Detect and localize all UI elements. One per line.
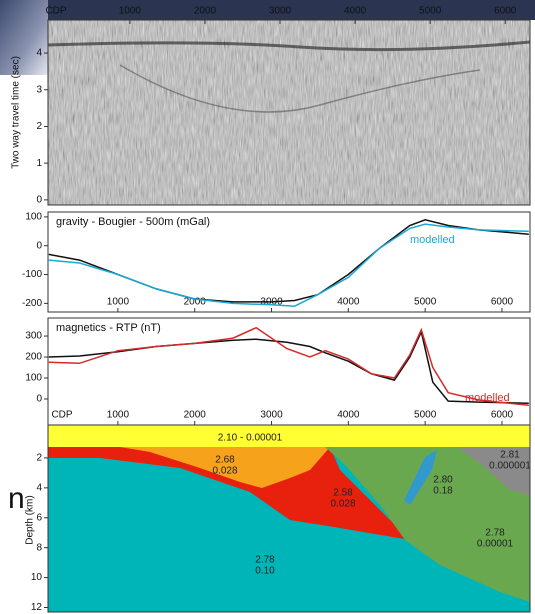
y-tick-label: 100	[25, 373, 42, 384]
background-letter: n	[8, 482, 25, 515]
y-tick-label: 0	[36, 240, 42, 251]
unit-yellow	[48, 425, 530, 447]
x-tick-label: 5000	[414, 410, 437, 421]
x-tick-label: 4000	[344, 6, 367, 17]
y-tick-label: 0	[36, 195, 42, 206]
x-tick-label: 1000	[107, 297, 130, 308]
y-tick-label: 2	[36, 453, 42, 464]
unit-density: 2.80	[433, 475, 453, 486]
x-axis-label: CDP	[51, 410, 72, 421]
unit-density: 2.78	[485, 528, 505, 539]
x-axis-label: CDP	[45, 6, 66, 17]
y-tick-label: 12	[31, 602, 43, 613]
unit-density: 2.58	[333, 488, 353, 499]
y-axis-label: Depth (km)	[25, 495, 36, 544]
x-tick-label: 6000	[491, 410, 514, 421]
unit-susceptibility: 0.10	[255, 566, 275, 577]
unit-density: 2.68	[215, 455, 235, 466]
panel-title: gravity - Bougier - 500m (mGal)	[56, 216, 210, 228]
unit-susceptibility: 0.18	[433, 486, 453, 497]
y-tick-label: 0	[36, 394, 42, 405]
figure: n 2.10 - 0.00001 2.68 0.028 2.58 0.028 2…	[0, 0, 535, 614]
x-tick-label: 6000	[491, 297, 514, 308]
panel-title: magnetics - RTP (nT)	[56, 322, 161, 334]
y-tick-label: 8	[36, 542, 42, 553]
section: 2.10 - 0.00001 2.68 0.028 2.58 0.028 2.8…	[48, 425, 531, 612]
x-tick-label: 2000	[184, 410, 207, 421]
photo-strip	[0, 0, 535, 20]
y-tick-label: 2	[36, 121, 42, 132]
y-axis-label: Two way travel time (sec)	[11, 56, 22, 169]
unit-density: 2.81	[500, 450, 520, 461]
x-tick-label: 3000	[260, 410, 283, 421]
x-tick-label: 2000	[194, 6, 217, 17]
x-tick-label: 4000	[337, 410, 360, 421]
x-tick-label: 4000	[337, 297, 360, 308]
y-tick-label: 4	[36, 48, 42, 59]
unit-label: 2.10 - 0.00001	[218, 433, 283, 444]
x-tick-label: 6000	[494, 6, 517, 17]
x-tick-label: 1000	[119, 6, 142, 17]
photo-corner	[0, 0, 48, 75]
unit-density: 2.78	[255, 555, 275, 566]
x-tick-label: 5000	[414, 297, 437, 308]
series-label: modelled	[465, 392, 510, 404]
y-tick-label: 3	[36, 84, 42, 95]
unit-susceptibility: 0.00001	[477, 539, 514, 550]
unit-susceptibility: 0.028	[212, 466, 237, 477]
unit-susceptibility: 0.000001	[489, 461, 531, 472]
y-tick-label: 1	[36, 158, 42, 169]
x-tick-label: 5000	[419, 6, 442, 17]
y-tick-label: 100	[25, 212, 42, 223]
y-tick-label: 4	[36, 482, 42, 493]
y-tick-label: 300	[25, 331, 42, 342]
x-tick-label: 3000	[269, 6, 292, 17]
series-label: modelled	[410, 234, 455, 246]
x-tick-label: 1000	[107, 410, 130, 421]
y-tick-label: -100	[22, 269, 42, 280]
y-tick-label: 10	[31, 572, 43, 583]
y-tick-label: 200	[25, 352, 42, 363]
unit-susceptibility: 0.028	[330, 499, 355, 510]
y-tick-label: 6	[36, 512, 42, 523]
y-tick-label: -200	[22, 298, 42, 309]
